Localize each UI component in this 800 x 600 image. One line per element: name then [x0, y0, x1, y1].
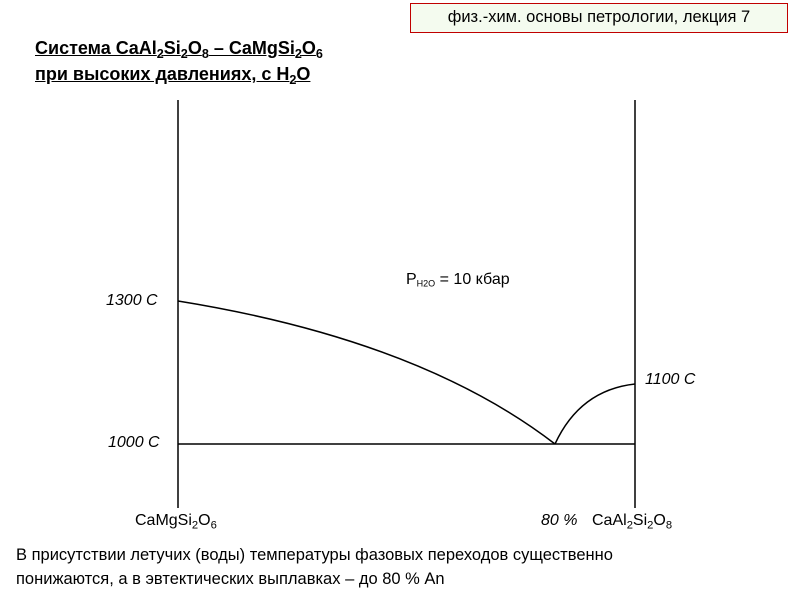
component-label: CaAl2Si2O8 — [592, 512, 673, 532]
temperature-label: 1100 C — [645, 371, 696, 388]
caption-line: понижаются, а в эвтектических выплавках … — [16, 570, 445, 588]
title-line: при высоких давлениях, с H2O — [35, 64, 311, 87]
lecture-header: физ.-хим. основы петрологии, лекция 7 — [410, 3, 788, 33]
title-line: Система CaAl2Si2O8 – CaMgSi2O6 — [35, 38, 323, 61]
pressure-symbol: P — [406, 271, 417, 288]
temperature-label: 1300 C — [106, 292, 158, 309]
component-label: CaMgSi2O6 — [135, 512, 217, 532]
pressure-value: = 10 кбар — [439, 271, 510, 288]
pressure-label: PH2O = 10 кбар — [406, 271, 510, 289]
caption-line: В присутствии летучих (воды) температуры… — [16, 546, 613, 564]
composition-label: 80 % — [541, 512, 578, 529]
liquidus-left — [177, 300, 556, 445]
pressure-subscript: H2O — [416, 278, 436, 289]
liquidus-right — [554, 383, 636, 445]
temperature-label: 1000 C — [108, 434, 160, 451]
